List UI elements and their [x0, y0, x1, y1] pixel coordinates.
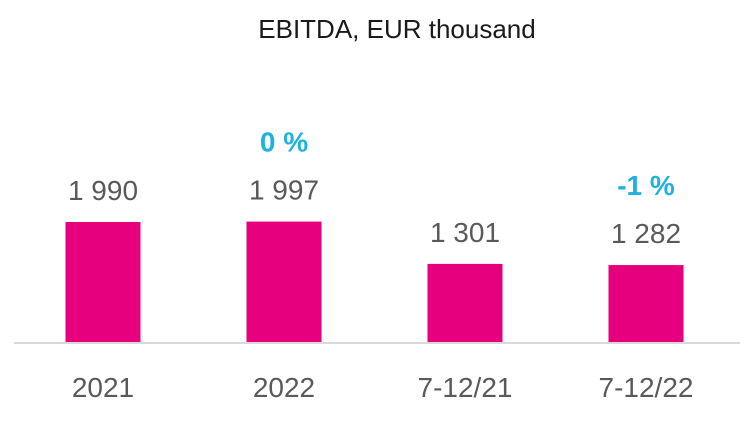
chart-title: EBITDA, EUR thousand — [258, 14, 535, 44]
data-label-2022: 1 997 — [249, 175, 319, 206]
x-tick-label-7-12-21: 7-12/21 — [418, 372, 513, 403]
change-annotation-2022: 0 % — [260, 127, 308, 158]
data-label-2021: 1 990 — [68, 175, 138, 206]
change-annotation-7-12-22: -1 % — [617, 170, 675, 201]
bar-2022 — [246, 221, 322, 343]
bars-group: 1 990 2021 1 997 2022 0 % 1 301 7-12/21 1 282 7-… — [65, 127, 694, 403]
data-label-7-12-21: 1 301 — [430, 217, 500, 248]
bar-7-12-21 — [427, 263, 503, 343]
data-label-7-12-22: 1 282 — [611, 218, 681, 249]
x-tick-label-2021: 2021 — [72, 372, 134, 403]
bar-2021 — [65, 222, 141, 343]
bar-7-12-22 — [608, 265, 684, 343]
x-tick-label-2022: 2022 — [253, 372, 315, 403]
x-tick-label-7-12-22: 7-12/22 — [599, 372, 694, 403]
